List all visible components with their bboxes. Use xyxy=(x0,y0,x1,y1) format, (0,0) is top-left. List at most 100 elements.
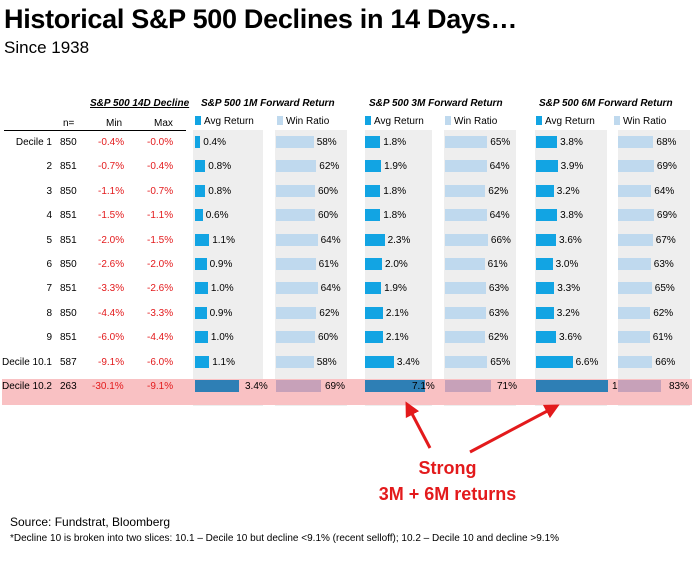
bar-win_1m xyxy=(276,306,317,319)
label-win_6m: 63% xyxy=(653,259,674,270)
bar-avg_3m xyxy=(365,282,382,295)
bar-avg_6m xyxy=(536,160,558,173)
label-avg_6m: 3.6% xyxy=(559,234,582,246)
label-avg_1m: 1.1% xyxy=(212,234,235,246)
bar-win_1m xyxy=(276,233,318,246)
bar-win_3m xyxy=(445,258,485,270)
label-win_1m: 62% xyxy=(319,307,340,319)
label-avg_1m: 1.0% xyxy=(210,283,234,295)
label-avg_1m: 0.4% xyxy=(203,137,226,148)
label-win_1m: 64% xyxy=(320,283,341,295)
label-win_3m: 62% xyxy=(488,185,509,197)
label-win_3m: 65% xyxy=(490,356,511,368)
row-n: 263 xyxy=(60,381,77,392)
bar-win_6m xyxy=(618,355,653,368)
legend-win-swatch-3m xyxy=(445,116,451,125)
row-min: -0.7% xyxy=(98,161,125,173)
row-label: 7 xyxy=(46,283,52,295)
chart-subtitle: Since 1938 xyxy=(4,38,90,57)
row-n: 851 xyxy=(60,234,77,246)
legend-avg-label-1m: Avg Return xyxy=(204,116,254,127)
row-n: 850 xyxy=(60,137,77,148)
bar-avg_1m xyxy=(195,331,208,344)
bar-avg_1m xyxy=(195,355,210,368)
label-avg_6m: 3.6% xyxy=(559,332,582,344)
bar-avg_1m xyxy=(195,233,210,246)
bar-win_6m xyxy=(618,160,654,173)
bar-win_6m xyxy=(618,209,654,222)
row-max: -1.1% xyxy=(147,210,174,222)
label-avg_1m: 0.9% xyxy=(209,259,233,270)
row-label: 3 xyxy=(46,185,52,197)
label-win_1m: 60% xyxy=(318,210,339,222)
label-win_1m: 60% xyxy=(318,332,339,344)
label-avg_3m: 7.1% xyxy=(412,381,435,392)
row-min: -1.5% xyxy=(98,210,125,222)
row-max: -0.0% xyxy=(147,137,174,148)
label-avg_3m: 2.1% xyxy=(385,332,409,344)
bar-avg_1m xyxy=(195,258,207,270)
callout-text: Strong 3M + 6M returns xyxy=(355,455,540,507)
label-win_3m: 64% xyxy=(489,161,510,173)
label-avg_6m: 3.9% xyxy=(560,161,584,173)
label-win_6m: 67% xyxy=(655,234,676,246)
bar-avg_1m xyxy=(195,282,208,295)
min-header: Min xyxy=(106,118,123,129)
legend-win-label-3m: Win Ratio xyxy=(454,116,498,127)
bar-avg_6m xyxy=(536,282,555,295)
row-max: -6.0% xyxy=(147,356,174,368)
bar-avg_3m xyxy=(365,258,382,270)
label-avg_3m: 1.8% xyxy=(383,210,407,222)
row-n: 851 xyxy=(60,210,77,222)
bar-avg_6m xyxy=(536,233,556,246)
bar-win_6m xyxy=(618,233,653,246)
bar-win_1m xyxy=(276,258,316,270)
row-max: -3.3% xyxy=(147,307,174,319)
bar-win_3m xyxy=(445,209,487,222)
label-avg_1m: 1.0% xyxy=(210,332,234,344)
row-label: 5 xyxy=(46,234,52,246)
callout-line-2: 3M + 6M returns xyxy=(378,484,517,504)
bar-win_6m xyxy=(618,306,651,319)
source-note: Source: Fundstrat, Bloomberg xyxy=(10,515,171,529)
label-win_3m: 61% xyxy=(487,259,508,270)
arrow-to-6m xyxy=(469,404,560,454)
bar-avg_6m xyxy=(536,136,558,148)
bar-win_1m xyxy=(276,209,315,222)
label-win_1m: 62% xyxy=(319,161,340,173)
row-max: -1.5% xyxy=(147,234,174,246)
row-max: -9.1% xyxy=(147,381,174,392)
panel-header-6m: S&P 500 6M Forward Return xyxy=(539,98,673,109)
bar-avg_6m xyxy=(536,331,556,344)
bar-win_6m xyxy=(618,331,650,344)
bar-win_3m xyxy=(445,184,486,197)
label-avg_3m: 1.8% xyxy=(383,185,407,197)
bar-win_3m xyxy=(445,160,487,173)
label-win_3m: 64% xyxy=(489,210,510,222)
bar-win_3m xyxy=(445,380,492,392)
row-label: 9 xyxy=(46,332,52,344)
bar-win_1m xyxy=(276,331,315,344)
legend-win-label-1m: Win Ratio xyxy=(286,116,330,127)
row-min: -0.4% xyxy=(98,137,125,148)
label-avg_3m: 2.0% xyxy=(385,259,408,270)
chart-title: Historical S&P 500 Declines in 14 Days… xyxy=(4,4,518,34)
bar-avg_6m xyxy=(536,306,554,319)
label-avg_1m: 0.9% xyxy=(209,307,233,319)
label-win_6m: 65% xyxy=(654,283,675,295)
label-avg_6m: 3.8% xyxy=(560,137,583,148)
row-min: -2.0% xyxy=(98,234,125,246)
legend-avg-swatch-6m xyxy=(536,116,542,125)
max-header: Max xyxy=(154,118,173,129)
label-win_1m: 69% xyxy=(325,381,346,392)
row-min: -30.1% xyxy=(92,381,124,392)
label-win_3m: 63% xyxy=(488,307,509,319)
label-win_6m: 62% xyxy=(653,307,674,319)
bar-avg_3m xyxy=(365,136,381,148)
bar-avg_1m xyxy=(195,184,206,197)
bar-win_6m xyxy=(618,380,662,392)
row-min: -1.1% xyxy=(98,185,125,197)
bar-avg_6m xyxy=(536,258,553,270)
label-win_3m: 71% xyxy=(497,381,518,392)
label-win_6m: 66% xyxy=(655,356,676,368)
